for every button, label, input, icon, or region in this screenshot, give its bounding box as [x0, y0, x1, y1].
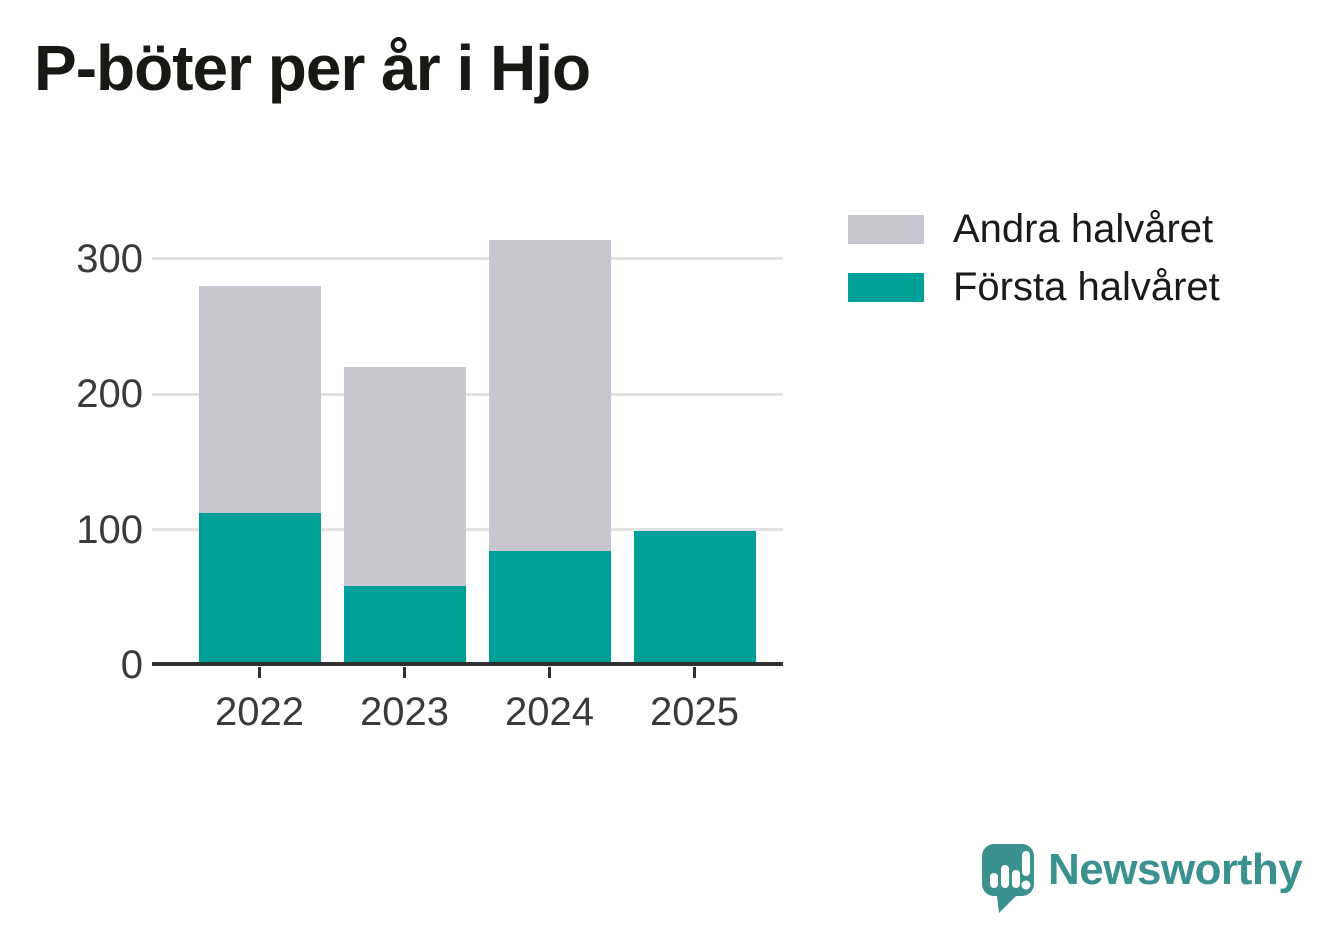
legend-label: Första halvåret — [953, 265, 1220, 309]
gridline-300 — [152, 257, 783, 261]
x-tick-2022 — [258, 667, 261, 678]
gridline-100 — [152, 528, 783, 532]
bar-segment-2023-andra-halvåret — [343, 367, 466, 587]
bar-segment-2024-första-halvåret — [488, 551, 611, 665]
x-tick-2025 — [693, 667, 696, 678]
x-axis-line — [152, 662, 783, 666]
bar-group-2023 — [343, 218, 466, 665]
legend-swatch — [848, 215, 924, 244]
legend-item-andra-halvåret: Andra halvåret — [848, 207, 1220, 251]
bar-group-2024 — [488, 218, 611, 665]
bar-segment-2022-första-halvåret — [198, 513, 321, 665]
legend-label: Andra halvåret — [953, 207, 1214, 251]
y-tick-label-0: 0 — [120, 643, 143, 687]
bar-segment-2025-första-halvåret — [633, 530, 756, 665]
branding: Newsworthy — [982, 844, 1303, 916]
x-tick-label-2024: 2024 — [505, 690, 594, 734]
x-tick-2023 — [403, 667, 406, 678]
x-tick-2024 — [548, 667, 551, 678]
branding-name: Newsworthy — [1048, 845, 1303, 894]
plot-area — [152, 218, 783, 678]
x-tick-label-2023: 2023 — [360, 690, 449, 734]
bar-segment-2022-andra-halvåret — [198, 285, 321, 514]
y-tick-label-100: 100 — [76, 507, 143, 552]
x-tick-label-2022: 2022 — [215, 690, 304, 734]
legend-swatch — [848, 273, 924, 302]
newsworthy-logo-icon — [982, 844, 1034, 913]
chart-title: P-böter per år i Hjo — [34, 32, 591, 104]
bar-segment-2024-andra-halvåret — [488, 239, 611, 552]
gridline-200 — [152, 392, 783, 396]
legend-item-första-halvåret: Första halvåret — [848, 265, 1220, 309]
bar-group-2025 — [633, 218, 756, 665]
y-tick-label-300: 300 — [76, 236, 143, 281]
x-tick-label-2025: 2025 — [650, 690, 739, 734]
y-tick-label-200: 200 — [76, 372, 143, 417]
legend: Andra halvåret Första halvåret — [848, 207, 1220, 331]
bar-segment-2023-första-halvåret — [343, 586, 466, 665]
bar-group-2022 — [198, 218, 321, 665]
